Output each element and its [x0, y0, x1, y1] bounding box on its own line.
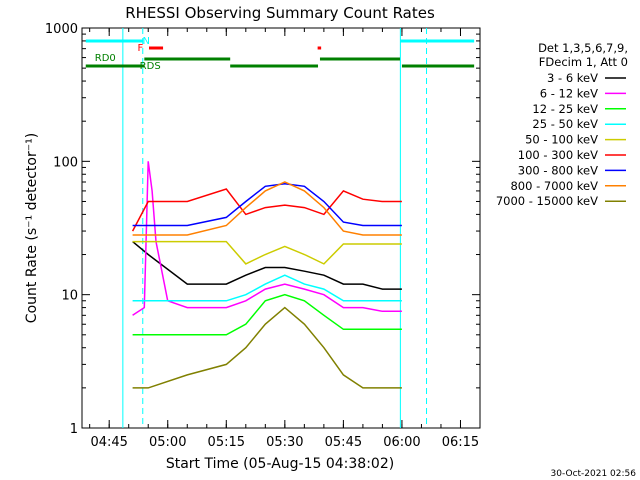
y-axis-title: Count Rate (s⁻¹ detector⁻¹) — [24, 133, 40, 323]
legend-entry-label: 300 - 800 keV — [518, 163, 598, 177]
x-axis-title: Start Time (05-Aug-15 04:38:02) — [166, 456, 394, 472]
legend-entry-label: 100 - 300 keV — [518, 148, 598, 162]
flag-bars: NF RD0 RDS — [85, 36, 475, 72]
observing-segments — [122, 28, 428, 428]
y-tick-label: 1 — [70, 422, 78, 437]
legend-entry-label: 12 - 25 keV — [532, 102, 598, 116]
legend-entry-label: 6 - 12 keV — [540, 86, 598, 100]
tick-labels: 04:45 05:00 05:15 05:30 05:45 06:00 06:15 1 10 10… — [45, 22, 479, 450]
y-tick-label: 10 — [61, 289, 78, 304]
legend: Det 1,3,5,6,7,9, FDecim 1, Att 0 3 - 6 k… — [496, 41, 628, 208]
series-line — [132, 240, 402, 265]
legend-entry-label: 800 - 7000 keV — [510, 179, 598, 193]
legend-entry-label: 25 - 50 keV — [532, 117, 598, 131]
tick-marks — [82, 27, 481, 429]
x-tick-label: 05:00 — [149, 435, 186, 450]
flag-label: F — [138, 43, 144, 54]
flag-label: N — [143, 36, 150, 47]
plot-frame — [81, 27, 481, 429]
legend-entry-label: 50 - 100 keV — [525, 133, 598, 147]
x-tick-label: 05:45 — [325, 435, 362, 450]
series-line — [132, 181, 402, 236]
chart-title: RHESSI Observing Summary Count Rates — [125, 4, 435, 22]
series-line — [132, 274, 402, 302]
series-line — [131, 188, 402, 232]
series-line — [132, 293, 402, 336]
series-line — [132, 182, 402, 227]
series-line — [132, 161, 402, 316]
x-tick-label: 04:45 — [90, 435, 127, 450]
legend-header-line-2: FDecim 1, Att 0 — [539, 55, 628, 69]
x-tick-label: 06:15 — [442, 435, 479, 450]
x-tick-label: 05:30 — [266, 435, 303, 450]
series-lines — [131, 161, 402, 389]
flag-label: RD0 — [95, 53, 116, 64]
x-tick-label: 05:15 — [208, 435, 245, 450]
legend-entry-label: 7000 - 15000 keV — [496, 194, 598, 208]
y-tick-label: 100 — [53, 155, 78, 170]
plot-border — [81, 27, 481, 429]
legend-entry-label: 3 - 6 keV — [547, 71, 598, 85]
legend-header-line-1: Det 1,3,5,6,7,9, — [538, 41, 628, 55]
series-line — [132, 241, 402, 290]
series-line — [132, 306, 402, 389]
generation-timestamp: 30-Oct-2021 02:56 — [551, 469, 637, 479]
x-tick-label: 06:00 — [383, 435, 420, 450]
flag-label: RDS — [140, 61, 161, 72]
y-tick-label: 1000 — [45, 22, 78, 37]
